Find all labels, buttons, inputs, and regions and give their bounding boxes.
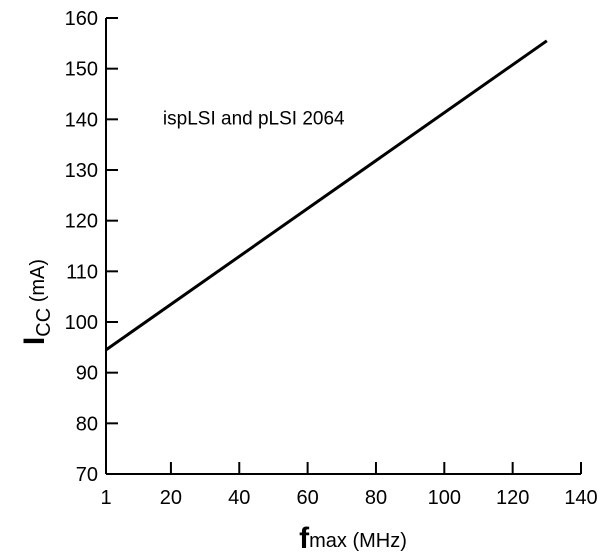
x-axis-title-main: f: [299, 522, 310, 555]
y-tick-label: 140: [65, 109, 98, 131]
y-axis-title-unit: (mA): [27, 259, 49, 308]
x-tick-label: 60: [296, 487, 318, 509]
y-tick-label: 160: [65, 8, 98, 30]
x-axis-title: fmax (MHz): [299, 522, 407, 555]
x-axis-title-sub: max: [309, 530, 347, 552]
y-axis-title: ICC (mA): [18, 259, 55, 345]
x-tick-label: 120: [496, 487, 529, 509]
y-tick-label: 120: [65, 211, 98, 233]
y-tick-label: 90: [76, 363, 98, 385]
y-axis-ticks: 70 80 90 100 110 120 130 140 150 160: [65, 8, 118, 486]
x-tick-label: 40: [228, 487, 250, 509]
y-axis-title-sub: CC: [33, 308, 55, 337]
annotations-group: ispLSI and pLSI 2064: [163, 108, 345, 129]
series-line: [105, 39, 548, 352]
annotation-label: ispLSI and pLSI 2064: [163, 108, 345, 129]
y-axis-title-main: I: [18, 337, 51, 345]
x-axis-ticks: 1 20 40 60 80 100 120 140: [100, 462, 597, 509]
series-group: [105, 39, 548, 352]
y-tick-label: 100: [65, 312, 98, 334]
x-tick-label: 80: [365, 487, 387, 509]
x-tick-label: 100: [428, 487, 461, 509]
y-tick-label: 80: [76, 413, 98, 435]
x-tick-label: 140: [564, 487, 597, 509]
x-tick-label: 1: [100, 487, 111, 509]
x-axis-title-unit: (MHz): [347, 530, 407, 552]
y-tick-label: 150: [65, 59, 98, 81]
y-tick-label: 130: [65, 160, 98, 182]
x-tick-label: 20: [160, 487, 182, 509]
y-tick-label: 70: [76, 464, 98, 486]
y-tick-label: 110: [66, 261, 98, 283]
